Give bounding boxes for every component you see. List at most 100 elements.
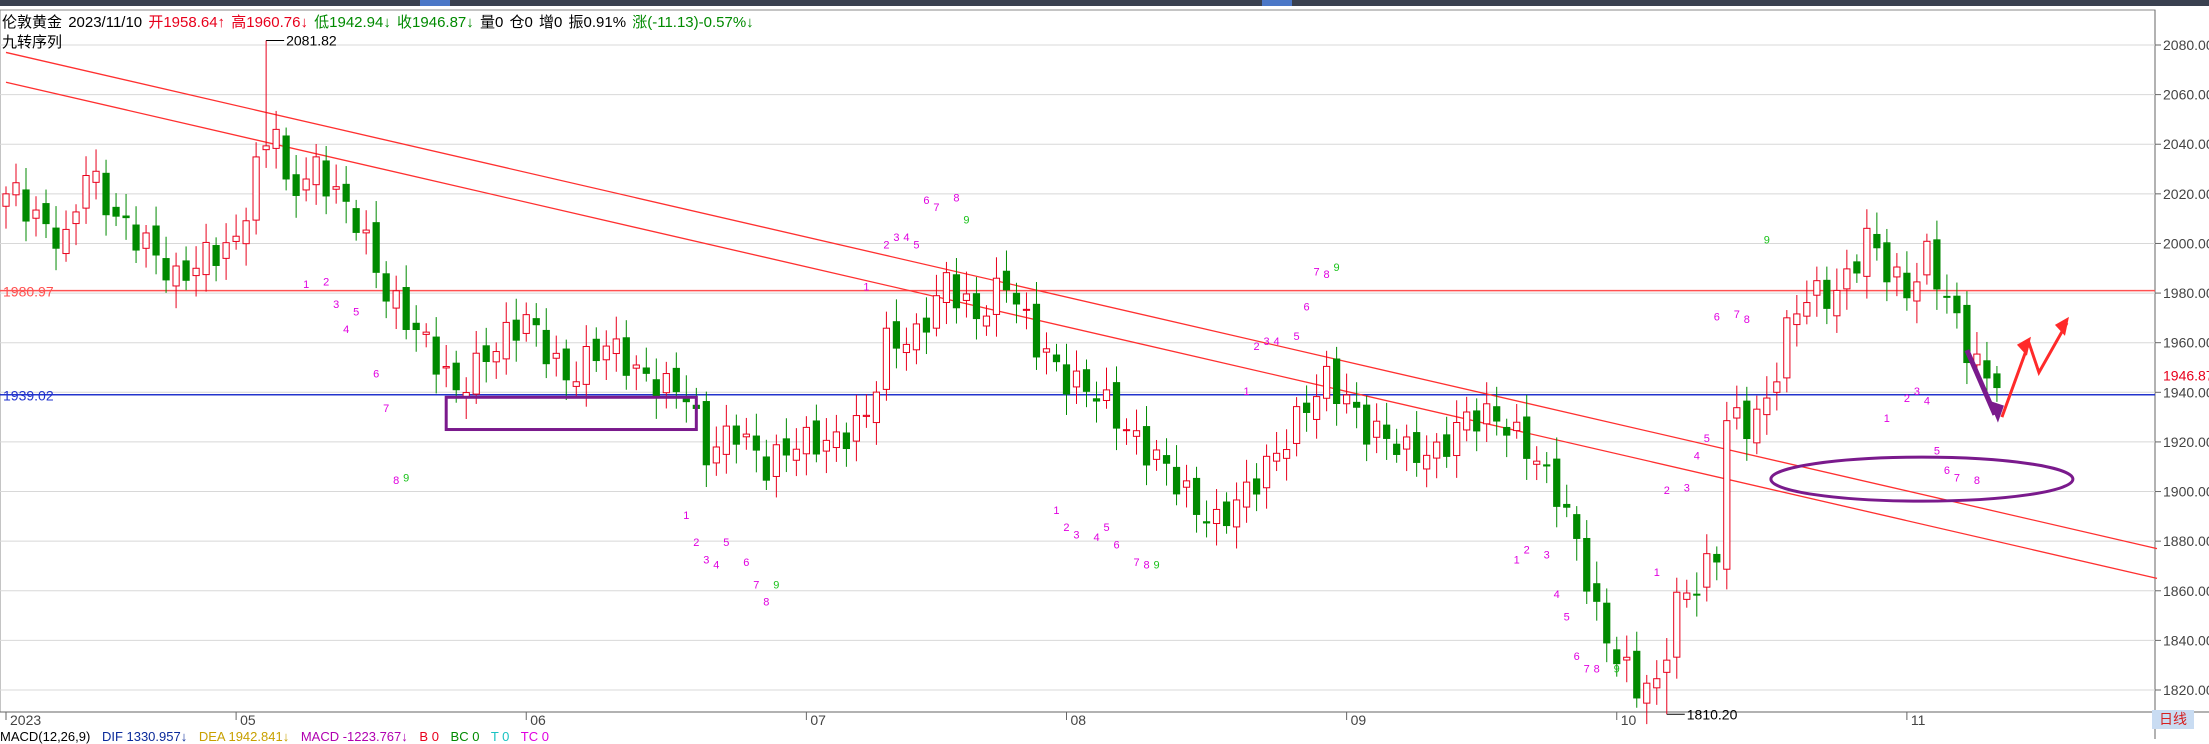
candle-body [932,295,941,329]
y-tick-label: 1840.00 [2163,632,2209,648]
candle-body [1713,553,1721,563]
sequence-count-label: 9 [1153,559,1159,571]
sequence-count-label: 4 [1554,589,1560,601]
candle-body [882,327,891,390]
sequence-count-label: 1 [1244,386,1250,398]
candle-body [282,135,290,180]
sequence-count-label: 4 [1694,450,1700,462]
candle-body [822,439,830,452]
sequence-count-label: 7 [753,579,759,591]
candle-body [1953,295,1961,314]
candle-body [42,203,50,225]
candle-body [82,175,90,209]
candle-body [552,352,560,359]
sequence-count-label: 5 [913,239,919,251]
candle-body [642,367,650,374]
candle-body [842,432,850,450]
candle-body [992,277,1001,315]
sequence-count-label: 8 [1974,475,1980,487]
candle-body [112,206,120,217]
candle-body [342,183,350,202]
macd-value: MACD -1223.767↓ [300,729,408,744]
candle-body [222,242,230,259]
sequence-count-label: 3 [893,232,899,244]
high-price: 高1960.76↓ [231,14,308,31]
candle-body [1393,443,1401,455]
trend-line [5,81,2158,579]
x-tick-label: 11 [1911,712,1926,728]
candle-body [922,317,931,333]
candle-body [1683,592,1691,600]
increase-value: 增0 [538,14,563,31]
period-daily-button[interactable]: 日线 [2152,710,2194,729]
candle-body [142,232,150,249]
candle-body [1292,406,1301,444]
up-arrow-path [2000,322,2069,418]
sequence-count-label: 4 [1924,396,1930,408]
candle-body [1913,281,1921,302]
candle-body [1383,424,1391,439]
candle-body [1082,369,1091,392]
candle-body [1323,365,1331,399]
sequence-count-label: 4 [903,232,909,244]
candle-body [1303,402,1311,413]
candle-body [1763,397,1771,416]
sequence-count-label: 7 [1584,664,1590,676]
candle-body [1593,583,1601,602]
y-tick-label: 1860.00 [2163,583,2209,599]
candle-body [132,224,140,251]
candle-body [352,208,360,233]
candle-body [962,293,971,301]
candle-body [1803,302,1811,317]
candle-body [202,241,210,276]
candle-body [712,446,720,464]
y-tick-label: 2080.00 [2163,37,2209,53]
candle-body [22,189,30,222]
candle-body [1663,659,1671,673]
sequence-count-label: 8 [1324,269,1330,281]
candle-body [1423,454,1431,470]
sequence-count-label: 6 [1304,301,1310,313]
y-tick-label: 1920.00 [2163,434,2209,450]
candle-body [1823,279,1831,309]
sequence-count-label: 8 [1143,559,1149,571]
sequence-count-label: 8 [1744,314,1750,326]
candle-body [1012,292,1021,305]
candle-body [1042,348,1051,353]
candle-body [1353,401,1361,408]
sequence-count-label: 1 [303,279,309,291]
candle-body [1433,441,1441,459]
x-tick-label: 05 [240,712,256,728]
candle-body [1443,434,1451,457]
sequence-count-label: 9 [403,473,409,485]
candle-body [732,425,740,445]
sequence-count-label: 5 [723,537,729,549]
sequence-count-label: 7 [1133,557,1139,569]
candle-body [802,426,810,455]
candle-body [772,444,780,477]
sequence-count-label: 9 [773,579,779,591]
macd-b: B 0 [419,729,439,744]
macd-tc: TC 0 [520,729,549,744]
change-value: 涨(-11.13)-0.57%↓ [632,14,754,31]
y-tick-label: 2000.00 [2163,235,2209,251]
low-label: 1810.20 [1687,706,1738,722]
sequence-count-label: 4 [1274,336,1280,348]
x-tick-label: 09 [1351,712,1367,728]
candle-body [182,260,190,281]
candle-body [1863,227,1871,277]
volume-value: 量0 [479,14,504,31]
x-tick-label: 08 [1070,712,1086,728]
candle-body [152,225,160,256]
candle-body [752,435,760,451]
candle-body [1272,452,1281,462]
sequence-count-label: 3 [1073,530,1079,542]
macd-dea: DEA 1942.841↓ [198,729,290,744]
candle-body [92,170,100,183]
sequence-count-label: 5 [1103,522,1109,534]
candle-body [32,209,40,219]
sequence-count-label: 6 [1574,651,1580,663]
candle-body [1653,678,1661,689]
sequence-count-label: 7 [1734,309,1740,321]
